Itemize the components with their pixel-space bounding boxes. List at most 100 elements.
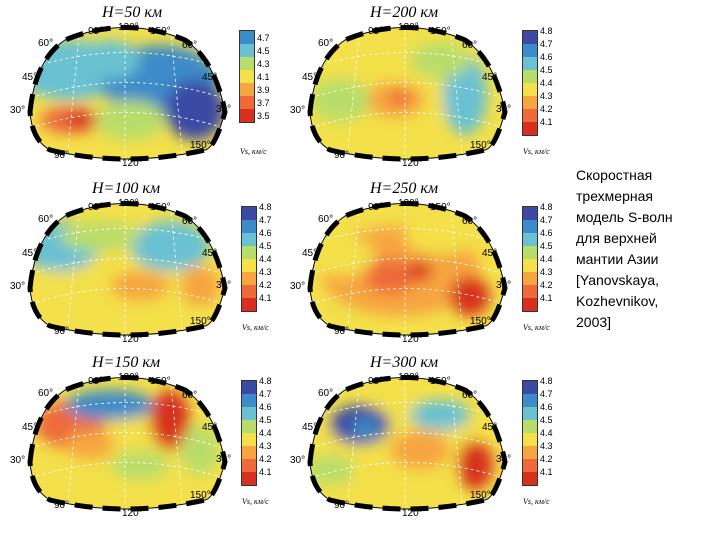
axis-tick-label: 150° bbox=[150, 26, 171, 37]
colorbar-tick-label: 4.4 bbox=[540, 78, 553, 88]
axis-tick-label: 60° bbox=[318, 388, 334, 399]
colorbar-unit: Vs, км/с bbox=[242, 323, 269, 332]
colorbar-segment bbox=[523, 83, 537, 96]
graticule-line bbox=[30, 112, 225, 131]
axis-tick-label: 30° bbox=[290, 105, 306, 116]
caption-line: Скоростная bbox=[576, 167, 653, 183]
map-frame-outline bbox=[29, 203, 226, 336]
colorbar-segment bbox=[242, 459, 256, 472]
colorbar-tick-label: 4.7 bbox=[540, 215, 553, 225]
colorbar-segment bbox=[242, 433, 256, 446]
colorbar-segment bbox=[242, 446, 256, 459]
colorbar-segment bbox=[523, 31, 537, 44]
axis-tick-label: 60° bbox=[318, 38, 334, 49]
graticule-line bbox=[310, 432, 505, 451]
axis-tick-label: 30° bbox=[290, 455, 306, 466]
colorbar bbox=[241, 380, 257, 486]
axis-tick-label: 30° bbox=[496, 280, 512, 291]
colorbar-tick-label: 4.6 bbox=[540, 228, 553, 238]
velocity-anomaly bbox=[310, 78, 370, 122]
axis-tick-label: 150° bbox=[430, 376, 451, 387]
panel-title: H=150 км bbox=[92, 354, 161, 371]
axis-tick-label: 90° bbox=[334, 150, 350, 161]
axis-tick-label: 45° bbox=[302, 422, 318, 433]
colorbar-segment bbox=[523, 122, 537, 135]
graticule-line bbox=[310, 82, 505, 101]
axis-tick-label: 150° bbox=[190, 490, 211, 501]
velocity-anomaly bbox=[180, 266, 220, 306]
velocity-map bbox=[307, 25, 508, 162]
axis-tick-label: 60° bbox=[38, 38, 54, 49]
axis-tick-label: 60° bbox=[182, 40, 198, 51]
axis-tick-label: 150° bbox=[430, 202, 451, 213]
axis-tick-label: 60° bbox=[462, 216, 478, 227]
velocity-map bbox=[27, 25, 228, 162]
velocity-anomaly bbox=[60, 221, 140, 251]
colorbar-segment bbox=[242, 285, 256, 298]
axis-tick-label: 150° bbox=[190, 316, 211, 327]
colorbar-tick-label: 4.3 bbox=[259, 267, 272, 277]
colorbar-tick-label: 3.9 bbox=[257, 85, 270, 95]
figure-caption: Скоростная трехмерная модель S-волн для … bbox=[576, 165, 716, 333]
colorbar-tick-label: 4.7 bbox=[259, 389, 272, 399]
velocity-map bbox=[27, 375, 228, 512]
axis-tick-label: 90° bbox=[334, 500, 350, 511]
colorbar-tick-label: 4.7 bbox=[540, 389, 553, 399]
colorbar bbox=[522, 380, 538, 486]
velocity-anomaly bbox=[80, 40, 140, 80]
velocity-anomaly bbox=[450, 276, 490, 316]
colorbar-segment bbox=[240, 109, 254, 122]
axis-tick-label: 120° bbox=[118, 198, 139, 209]
colorbar-tick-label: 4.3 bbox=[540, 91, 553, 101]
axis-tick-label: 45° bbox=[482, 72, 498, 83]
colorbar-tick-label: 4.7 bbox=[257, 33, 270, 43]
velocity-anomaly bbox=[110, 450, 170, 480]
axis-tick-label: 120° bbox=[402, 158, 423, 169]
axis-tick-label: 45° bbox=[202, 248, 218, 259]
colorbar bbox=[241, 206, 257, 312]
map-frame-outline bbox=[29, 27, 226, 160]
colorbar-segment bbox=[523, 298, 537, 311]
velocity-map bbox=[27, 201, 228, 338]
axis-tick-label: 90° bbox=[368, 202, 384, 213]
velocity-anomaly bbox=[351, 418, 379, 438]
colorbar-tick-label: 4.1 bbox=[540, 293, 553, 303]
velocity-map-panel-3: H=100 км 4.8 4.7 4.6 4.5 4.4 4.3 4.2 4.1 Vs, км… bbox=[10, 176, 290, 351]
axis-tick-label: 90° bbox=[54, 326, 70, 337]
axis-tick-label: 90° bbox=[54, 150, 70, 161]
colorbar-segment bbox=[242, 207, 256, 220]
colorbar-segment bbox=[523, 446, 537, 459]
colorbar-segment bbox=[523, 70, 537, 83]
colorbar-segment bbox=[242, 381, 256, 394]
colorbar-segment bbox=[242, 233, 256, 246]
axis-tick-label: 45° bbox=[482, 422, 498, 433]
axis-tick-label: 60° bbox=[38, 214, 54, 225]
colorbar-tick-label: 4.5 bbox=[259, 415, 272, 425]
axis-tick-label: 30° bbox=[290, 281, 306, 292]
axis-tick-label: 150° bbox=[150, 202, 171, 213]
colorbar-segment bbox=[240, 57, 254, 70]
caption-reference: [Yanovskaya, bbox=[576, 272, 660, 288]
axis-tick-label: 120° bbox=[122, 508, 143, 519]
colorbar-segment bbox=[242, 420, 256, 433]
velocity-anomaly bbox=[410, 42, 470, 78]
colorbar-segment bbox=[523, 44, 537, 57]
axis-tick-label: 150° bbox=[150, 376, 171, 387]
colorbar-tick-label: 4.4 bbox=[540, 428, 553, 438]
colorbar-tick-label: 4.3 bbox=[257, 59, 270, 69]
velocity-anomaly bbox=[65, 430, 115, 460]
axis-tick-label: 30° bbox=[10, 455, 26, 466]
colorbar-tick-label: 4.4 bbox=[259, 428, 272, 438]
axis-tick-label: 30° bbox=[216, 104, 232, 115]
colorbar-tick-label: 4.2 bbox=[259, 280, 272, 290]
velocity-anomaly bbox=[150, 390, 190, 450]
caption-reference: 2003] bbox=[576, 314, 612, 330]
colorbar-tick-label: 4.6 bbox=[540, 52, 553, 62]
panel-title: H=250 км bbox=[370, 180, 439, 197]
colorbar-tick-label: 4.6 bbox=[259, 228, 272, 238]
axis-tick-label: 60° bbox=[182, 390, 198, 401]
axis-tick-label: 60° bbox=[182, 216, 198, 227]
colorbar-tick-label: 4.4 bbox=[259, 254, 272, 264]
colorbar-segment bbox=[523, 109, 537, 122]
caption-reference: Kozhevnikov, bbox=[576, 293, 659, 309]
